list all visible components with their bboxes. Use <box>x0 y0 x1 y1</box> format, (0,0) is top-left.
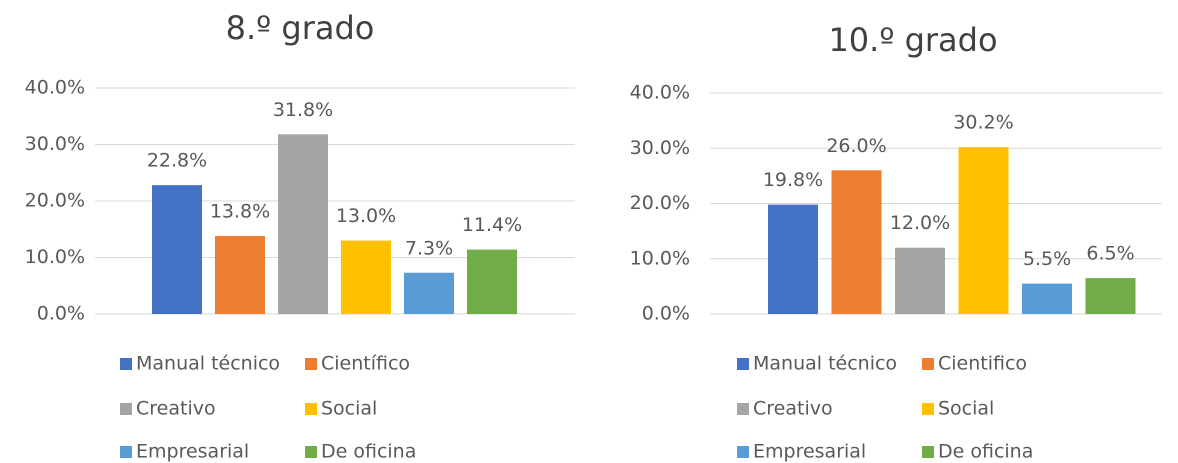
y-tick-label: 30.0% <box>630 137 690 159</box>
legend-label: Creativo <box>136 398 216 420</box>
legend-label: Social <box>321 398 377 420</box>
legend-label: De oficina <box>938 441 1033 463</box>
data-label: 26.0% <box>826 135 886 157</box>
bar <box>1085 278 1136 314</box>
legend-swatch <box>305 403 317 415</box>
bar <box>404 272 454 314</box>
legend-swatch <box>305 358 317 370</box>
bar <box>215 236 265 314</box>
y-tick-label: 40.0% <box>630 82 690 104</box>
legend-label: Empresarial <box>136 441 249 463</box>
data-label: 6.5% <box>1086 243 1134 265</box>
legend-swatch <box>922 403 934 415</box>
y-tick-label: 30.0% <box>25 133 85 155</box>
bar <box>278 134 328 314</box>
legend-label: Manual técnico <box>753 353 897 375</box>
chart-title: 10.º grado <box>828 21 997 59</box>
y-tick-label: 40.0% <box>25 77 85 99</box>
data-label: 7.3% <box>405 237 453 259</box>
legend-swatch <box>737 446 749 458</box>
legend-label: Creativo <box>753 398 833 420</box>
legend-swatch <box>922 358 934 370</box>
bar <box>1022 283 1072 314</box>
bar <box>341 240 391 314</box>
legend-label: Científico <box>321 353 410 375</box>
legend-swatch <box>737 358 749 370</box>
data-label: 13.8% <box>210 201 270 223</box>
legend-swatch <box>922 446 934 458</box>
legend-swatch <box>120 403 132 415</box>
legend-swatch <box>737 403 749 415</box>
y-tick-label: 10.0% <box>630 247 690 269</box>
bar <box>831 170 882 314</box>
data-label: 19.8% <box>763 169 823 191</box>
legend-swatch <box>120 358 132 370</box>
legend-swatch <box>305 446 317 458</box>
y-tick-label: 0.0% <box>37 303 85 325</box>
legend-label: Empresarial <box>753 441 866 463</box>
y-tick-label: 0.0% <box>642 303 690 325</box>
bar <box>958 147 1009 314</box>
legend-label: Social <box>938 398 994 420</box>
legend-label: Manual técnico <box>136 353 280 375</box>
chart-title: 8.º grado <box>226 9 375 47</box>
data-label: 31.8% <box>273 99 333 121</box>
bar <box>768 204 818 314</box>
bar <box>467 249 517 314</box>
y-tick-label: 20.0% <box>25 190 85 212</box>
data-label: 11.4% <box>462 214 522 236</box>
legend-label: Cientifico <box>938 353 1027 375</box>
y-tick-label: 20.0% <box>630 192 690 214</box>
bar <box>895 247 945 314</box>
data-label: 30.2% <box>953 112 1013 134</box>
bar <box>152 185 202 314</box>
data-label: 22.8% <box>147 150 207 172</box>
legend-label: De oficina <box>321 441 416 463</box>
data-label: 12.0% <box>890 212 950 234</box>
y-tick-label: 10.0% <box>25 246 85 268</box>
data-label: 5.5% <box>1023 248 1071 270</box>
data-label: 13.0% <box>336 205 396 227</box>
legend-swatch <box>120 446 132 458</box>
